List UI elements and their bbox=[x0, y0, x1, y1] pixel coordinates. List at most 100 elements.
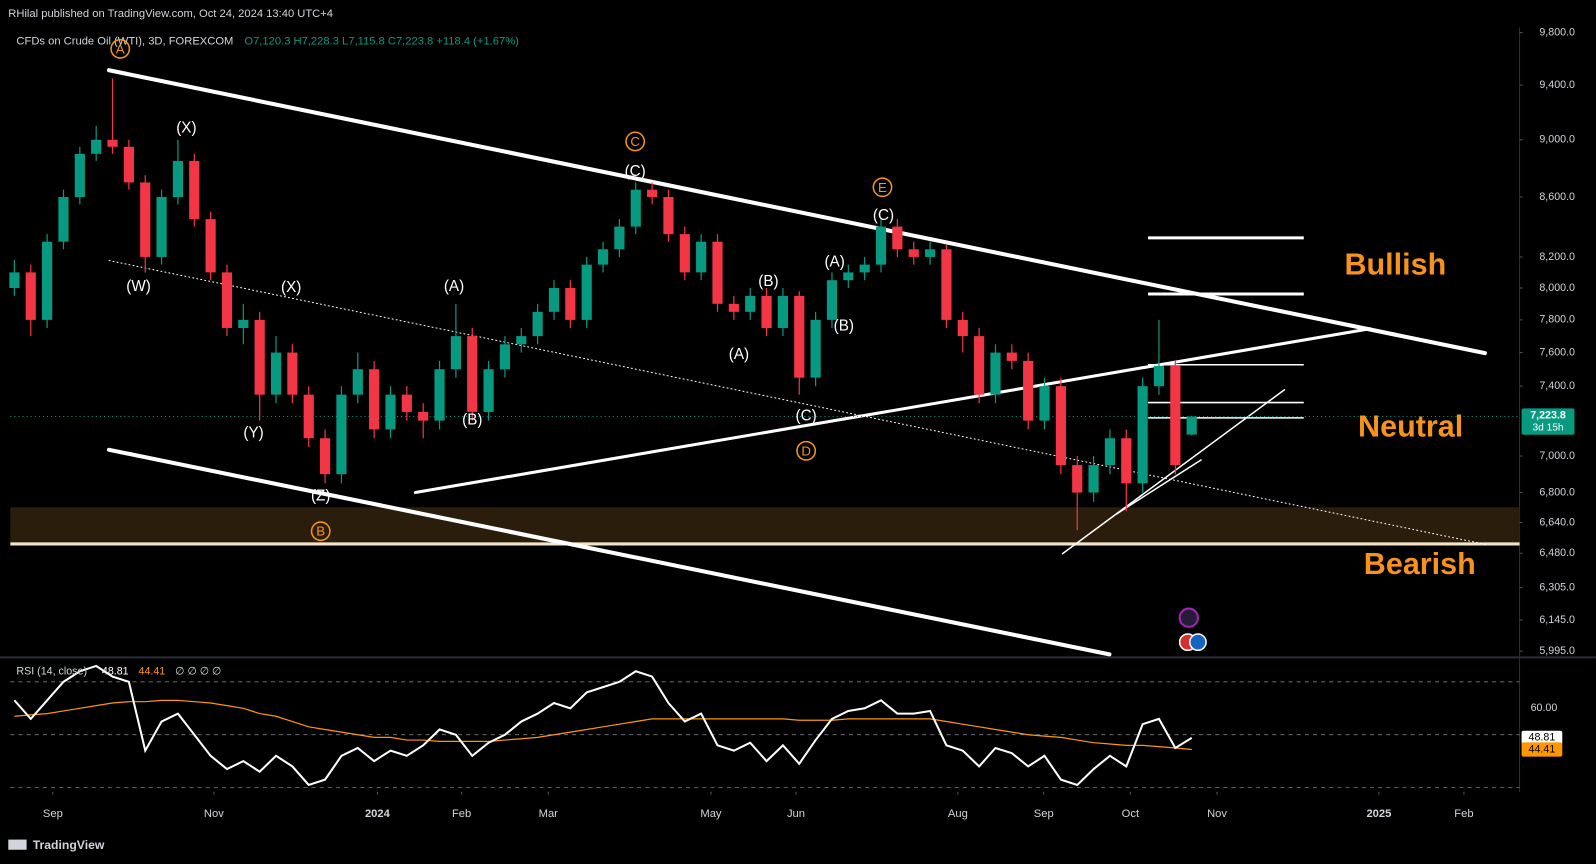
candle-body bbox=[238, 319, 249, 328]
zone-label: Bullish bbox=[1345, 248, 1447, 282]
candle-body bbox=[91, 139, 102, 154]
y-tick-label: 6,145.0 bbox=[1539, 614, 1575, 626]
x-tick-label: Sep bbox=[43, 808, 63, 820]
rsi-tick-label: 60.00 bbox=[1531, 702, 1558, 714]
candle-body bbox=[401, 394, 412, 412]
candle-body bbox=[205, 219, 216, 273]
candle-body bbox=[941, 249, 952, 320]
candle-body bbox=[1153, 365, 1165, 387]
wave-circle bbox=[625, 131, 646, 152]
rsi-ma-legend-value: 44.41 bbox=[139, 665, 166, 677]
candle-body bbox=[924, 249, 936, 257]
candle-body bbox=[352, 369, 363, 395]
candle-body bbox=[467, 336, 478, 412]
x-tick-label: Mar bbox=[539, 808, 559, 820]
y-tick-label: 9,800.0 bbox=[1539, 26, 1575, 38]
y-tick-label: 8,000.0 bbox=[1539, 282, 1575, 294]
wave-circle bbox=[110, 38, 131, 59]
x-tick-label: Jun bbox=[787, 808, 805, 820]
candle-body bbox=[990, 352, 1001, 395]
y-tick-label: 9,000.0 bbox=[1539, 134, 1575, 146]
candle-body bbox=[74, 153, 85, 197]
candle-body bbox=[9, 272, 20, 289]
candle-body bbox=[630, 189, 641, 227]
wave-label: (B) bbox=[462, 411, 482, 428]
y-tick-label: 7,400.0 bbox=[1539, 380, 1575, 392]
wave-label: (A) bbox=[444, 278, 464, 295]
wave-label: (X) bbox=[281, 279, 301, 296]
y-tick-label: 6,305.0 bbox=[1539, 582, 1575, 594]
channel-upper bbox=[107, 68, 1487, 356]
candle-body bbox=[156, 196, 167, 257]
candle-body bbox=[761, 295, 772, 328]
candle-body bbox=[369, 369, 380, 430]
ohlc-legend: O7,120.3 H7,228.3 L7,115.8 C7,223.8 +118… bbox=[244, 36, 519, 48]
last-price-label: 7,223.8 bbox=[1530, 409, 1566, 421]
footer-text: TradingView bbox=[33, 838, 105, 852]
zone-label: Bearish bbox=[1364, 547, 1476, 581]
candle-body bbox=[42, 241, 53, 320]
x-tick-label: 2025 bbox=[1366, 808, 1391, 820]
y-tick-label: 7,000.0 bbox=[1539, 450, 1575, 462]
rsi-value-box bbox=[1521, 730, 1563, 745]
candle-body bbox=[614, 226, 625, 250]
y-tick-label: 8,600.0 bbox=[1539, 191, 1575, 203]
candle-body bbox=[1055, 386, 1066, 466]
candle-body bbox=[270, 352, 282, 395]
candle-body bbox=[875, 226, 887, 265]
x-tick-label: Feb bbox=[1454, 808, 1473, 820]
y-tick-label: 6,480.0 bbox=[1539, 547, 1575, 559]
candle-body bbox=[597, 249, 609, 265]
x-tick-label: Sep bbox=[1034, 808, 1054, 820]
y-tick-label: 6,800.0 bbox=[1539, 486, 1575, 498]
publish-header: RHilal published on TradingView.com, Oct… bbox=[8, 8, 333, 20]
candle-body bbox=[663, 196, 674, 235]
candle-body bbox=[287, 352, 298, 395]
zone-layer bbox=[10, 236, 1520, 546]
candle-body bbox=[1006, 352, 1017, 361]
candle-body bbox=[319, 438, 331, 475]
x-tick-label: Nov bbox=[1207, 808, 1227, 820]
y-tick-label: 7,600.0 bbox=[1539, 346, 1575, 358]
candle-body bbox=[974, 336, 985, 395]
candle-body bbox=[565, 288, 576, 320]
candle-body bbox=[418, 411, 429, 421]
candle-body bbox=[892, 226, 903, 250]
candle-body bbox=[745, 295, 756, 312]
y-tick-label: 7,800.0 bbox=[1539, 314, 1575, 326]
wave-circle bbox=[310, 521, 331, 542]
candle-body bbox=[58, 196, 69, 242]
candle-body bbox=[450, 336, 461, 370]
y-tick-label: 5,995.0 bbox=[1539, 645, 1575, 657]
candle-body bbox=[107, 139, 118, 147]
candle-body bbox=[810, 319, 821, 378]
circled-label: D bbox=[801, 443, 811, 458]
x-tick-label: Oct bbox=[1122, 808, 1140, 820]
candle-body bbox=[679, 234, 690, 273]
rsi-legend-extra: ∅ ∅ ∅ ∅ bbox=[175, 665, 221, 677]
x-tick-label: 2024 bbox=[365, 808, 391, 820]
wave-label: (Z) bbox=[311, 488, 330, 505]
candle-body bbox=[25, 272, 36, 320]
candle-body bbox=[794, 295, 805, 378]
y-tick-label: 9,400.0 bbox=[1539, 79, 1575, 91]
candle-body bbox=[123, 146, 134, 183]
event-icons bbox=[1178, 607, 1207, 652]
wave-label: (A) bbox=[824, 254, 844, 271]
candle-body bbox=[516, 336, 527, 345]
triangle-lower bbox=[413, 327, 1372, 495]
candle-body bbox=[957, 319, 968, 337]
wave-label: (Y) bbox=[243, 425, 263, 442]
x-tick-label: Feb bbox=[452, 808, 471, 820]
candle-body bbox=[581, 264, 592, 320]
circled-label: C bbox=[630, 134, 640, 149]
wave-label: (C) bbox=[873, 207, 894, 224]
candle-body bbox=[696, 241, 707, 273]
event-icon bbox=[1189, 633, 1207, 652]
candle-body bbox=[1104, 438, 1116, 466]
rsi-legend-value: 48.81 bbox=[102, 665, 129, 677]
candle-body bbox=[221, 272, 233, 328]
candle-body bbox=[1072, 465, 1083, 493]
candle-body bbox=[548, 288, 560, 312]
